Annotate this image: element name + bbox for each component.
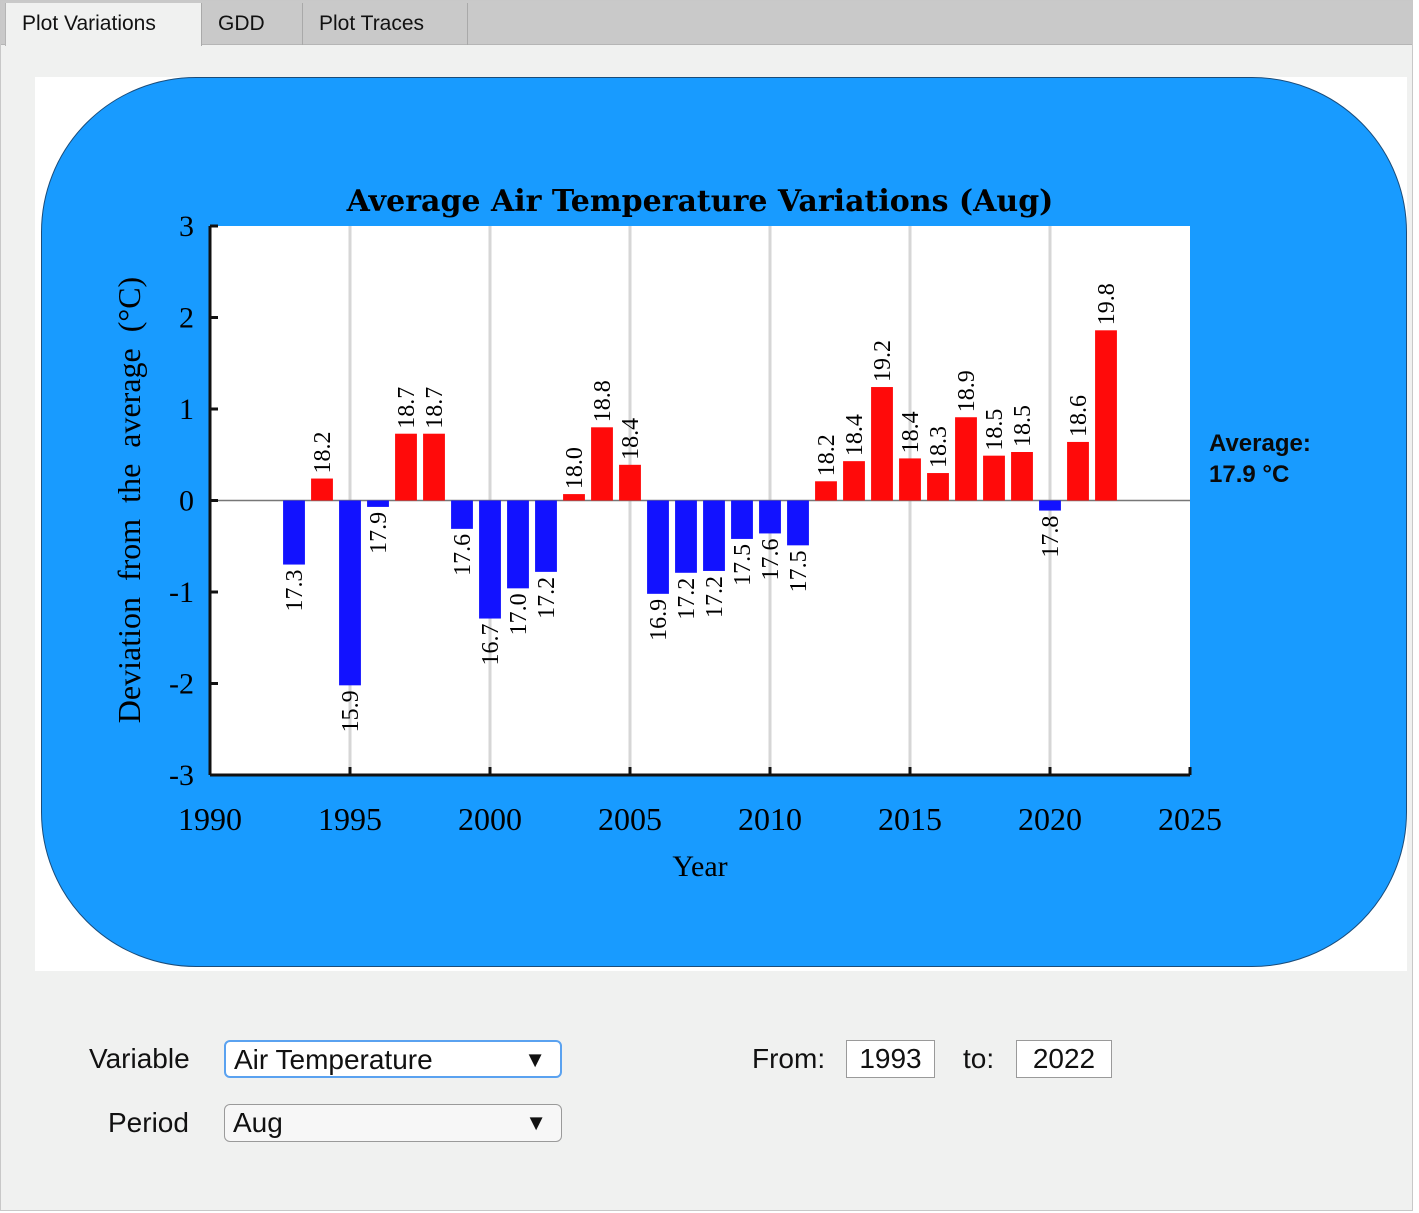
bar <box>619 464 641 501</box>
variable-label: Variable <box>89 1043 190 1074</box>
bar <box>1067 441 1089 501</box>
bar <box>1095 330 1117 501</box>
bar <box>787 500 809 546</box>
x-axis-label: Year <box>672 850 727 883</box>
bar-value-label: 18.4 <box>898 411 924 453</box>
bar-value-label: 17.9 <box>366 512 392 554</box>
bar <box>395 433 417 501</box>
average-label: Average: <box>1209 430 1311 457</box>
bar-value-label: 16.9 <box>646 599 672 641</box>
bar <box>843 461 865 501</box>
bar-value-label: 17.5 <box>786 550 812 592</box>
x-tick-label: 2025 <box>1158 801 1222 837</box>
bar <box>479 500 501 619</box>
variable-select-value: Air Temperature <box>234 1044 433 1075</box>
period-select[interactable]: Aug ▼ <box>224 1104 562 1142</box>
variable-select[interactable]: Air Temperature ▼ <box>224 1040 562 1078</box>
bar <box>731 500 753 539</box>
average-value: 17.9 °C <box>1209 461 1290 488</box>
y-tick-label: 1 <box>179 393 194 426</box>
x-tick-label: 2015 <box>878 801 942 837</box>
variation-chart: 17.318.215.917.918.7 18.717.616.717.0 17.2… <box>111 184 1222 883</box>
bar-value-label: 17.8 <box>1038 516 1064 558</box>
bar-value-label: 18.9 <box>954 370 980 412</box>
bar <box>703 500 725 571</box>
bar-value-label: 17.6 <box>450 534 476 576</box>
bar-value-label: 17.3 <box>282 570 308 612</box>
bar-value-label: 19.8 <box>1094 283 1120 325</box>
bar <box>871 387 893 501</box>
bar-value-label: 18.4 <box>618 418 644 460</box>
from-label: From: <box>752 1043 826 1074</box>
bar <box>1039 500 1061 511</box>
bar <box>591 427 613 501</box>
y-tick-label: 2 <box>179 302 194 335</box>
x-tick-label: 2005 <box>598 801 662 837</box>
x-tick-label: 2010 <box>738 801 802 837</box>
bar <box>367 500 389 507</box>
bar <box>535 500 557 572</box>
bar-value-label: 18.7 <box>394 387 420 429</box>
bar <box>283 500 305 565</box>
bar-value-label: 17.0 <box>506 593 532 635</box>
bar <box>563 494 585 501</box>
y-tick-label: -3 <box>169 759 194 792</box>
bar-value-label: 19.2 <box>870 340 896 382</box>
period-select-value: Aug <box>233 1107 283 1138</box>
bar-value-label: 17.2 <box>702 576 728 618</box>
to-label: to: <box>963 1043 995 1074</box>
x-tick-label: 1995 <box>318 801 382 837</box>
bar <box>451 500 473 529</box>
bar <box>955 417 977 501</box>
chart-title: Average Air Temperature Variations (Aug) <box>346 184 1054 219</box>
x-tick-label: 1990 <box>178 801 242 837</box>
tab-bar: Plot Variations GDD Plot Traces <box>1 1 1412 46</box>
plot-area: 17.318.215.917.918.7 18.717.616.717.0 17.2… <box>169 210 1222 837</box>
y-axis-label: Deviation from the average (°C) <box>111 277 147 723</box>
bar <box>927 473 949 501</box>
bar-value-label: 17.6 <box>758 538 784 580</box>
bar <box>899 458 921 501</box>
bar <box>759 500 781 534</box>
bar-value-label: 18.4 <box>842 414 868 456</box>
bar-value-label: 16.7 <box>478 624 504 666</box>
average-annotation: Average: 17.9 °C <box>1209 428 1311 490</box>
bar-value-label: 18.2 <box>814 434 840 476</box>
bar <box>983 455 1005 501</box>
bar <box>675 500 697 573</box>
y-tick-label: -1 <box>169 576 194 609</box>
bar-value-label: 18.2 <box>310 432 336 474</box>
bar-value-label: 18.0 <box>562 447 588 489</box>
bar <box>311 478 333 501</box>
bar-value-label: 17.5 <box>730 544 756 586</box>
tab-gdd[interactable]: GDD <box>202 3 303 45</box>
bar <box>815 481 837 501</box>
bar <box>647 500 669 594</box>
bar <box>339 500 361 686</box>
from-year-input[interactable]: 1993 <box>846 1040 935 1078</box>
bar-value-label: 18.5 <box>982 409 1008 451</box>
bar-value-label: 17.2 <box>674 578 700 620</box>
bar-value-label: 18.3 <box>926 426 952 468</box>
bar-value-label: 15.9 <box>338 690 364 732</box>
bar <box>1011 452 1033 501</box>
y-tick-label: -2 <box>169 668 194 701</box>
period-label: Period <box>108 1107 189 1138</box>
to-year-input[interactable]: 2022 <box>1016 1040 1112 1078</box>
y-tick-label: 0 <box>179 485 194 518</box>
x-tick-label: 2020 <box>1018 801 1082 837</box>
bar-value-label: 18.5 <box>1010 405 1036 447</box>
bar-value-label: 17.2 <box>534 577 560 619</box>
chevron-down-icon: ▼ <box>524 1047 546 1072</box>
y-tick-label: 3 <box>179 210 194 243</box>
x-tick-label: 2000 <box>458 801 522 837</box>
bar-value-label: 18.7 <box>422 387 448 429</box>
bar <box>423 433 445 501</box>
chevron-down-icon: ▼ <box>525 1110 547 1135</box>
bar <box>507 500 529 589</box>
tab-plot-traces[interactable]: Plot Traces <box>303 3 468 45</box>
tab-plot-variations[interactable]: Plot Variations <box>5 3 202 46</box>
bar-value-label: 18.8 <box>590 380 616 422</box>
bar-value-label: 18.6 <box>1066 395 1092 437</box>
